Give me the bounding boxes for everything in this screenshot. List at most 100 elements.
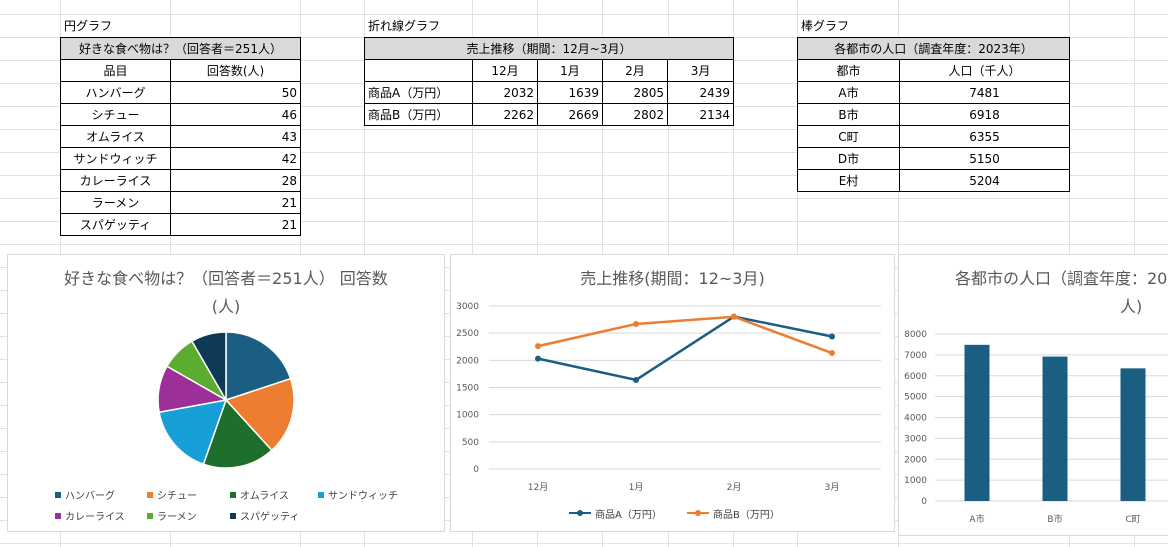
legend-swatch <box>318 492 324 498</box>
population-value-cell[interactable]: 5204 <box>898 169 1071 192</box>
food-item-cell[interactable]: スパゲッティ <box>60 213 171 236</box>
food-table-row: カレーライス 28 <box>60 169 301 192</box>
line-point[interactable] <box>829 350 835 357</box>
line-y-tick: 2500 <box>456 329 479 339</box>
population-value-cell[interactable]: 7481 <box>898 81 1071 104</box>
food-item-cell[interactable]: シチュー <box>60 103 171 126</box>
bar-chart-title: 各都市の人口（調査年度：2023年） 人) <box>919 265 1168 321</box>
food-item-cell[interactable]: ハンバーグ <box>60 81 171 104</box>
line-point[interactable] <box>829 333 835 340</box>
sales-table-corner[interactable] <box>364 59 473 82</box>
sales-month-header[interactable]: 2月 <box>602 59 668 82</box>
food-item-cell[interactable]: オムライス <box>60 125 171 148</box>
line-point[interactable] <box>633 376 639 383</box>
sales-table-title[interactable]: 売上推移（期間：12月~3月） <box>363 37 735 60</box>
pie-legend-label: シチュー <box>157 491 197 502</box>
legend-swatch <box>230 513 236 519</box>
line-plot: 0 500 1000 1500 2000 2500 3000 12月 1月 2月 3月 <box>456 302 881 493</box>
sales-month-header[interactable]: 12月 <box>472 59 538 82</box>
pie-slice[interactable] <box>225 331 292 402</box>
sales-month-header[interactable]: 1月 <box>537 59 603 82</box>
bar[interactable] <box>964 344 990 501</box>
population-value-cell[interactable]: 6355 <box>898 125 1071 148</box>
pie-legend-item[interactable]: サンドウィッチ <box>318 487 398 502</box>
food-table-title[interactable]: 好きな食べ物は？（回答者＝251人） <box>60 37 301 60</box>
legend-swatch <box>55 513 61 519</box>
population-city-cell[interactable]: E村 <box>797 169 900 192</box>
population-table-row: C町 6355 <box>797 125 1071 148</box>
pie-slice[interactable] <box>224 377 295 452</box>
food-count-cell[interactable]: 42 <box>170 147 301 170</box>
pie-slice[interactable] <box>158 399 228 466</box>
legend-swatch <box>230 492 236 498</box>
sales-product-cell[interactable]: 商品A（万円） <box>364 81 473 104</box>
sales-month-header[interactable]: 3月 <box>666 59 735 82</box>
line-point[interactable] <box>535 355 541 362</box>
food-count-cell[interactable]: 21 <box>170 213 301 236</box>
bar-y-tick: 1000 <box>904 476 927 486</box>
pie-legend-item[interactable]: ラーメン <box>147 508 197 523</box>
pie-legend-label: カレーライス <box>65 512 125 523</box>
population-city-cell[interactable]: A市 <box>797 81 900 104</box>
pie-legend-item[interactable]: シチュー <box>147 487 197 502</box>
bar[interactable] <box>1120 368 1146 501</box>
bar-x-tick: B市 <box>1047 513 1062 525</box>
food-count-cell[interactable]: 21 <box>170 191 301 214</box>
population-city-cell[interactable]: B市 <box>797 103 900 126</box>
food-count-cell[interactable]: 43 <box>170 125 301 148</box>
line-point[interactable] <box>731 313 737 320</box>
pie-slice[interactable] <box>190 331 227 403</box>
food-item-cell[interactable]: ラーメン <box>60 191 171 214</box>
sales-value-cell[interactable]: 2262 <box>472 103 538 126</box>
line-series-b[interactable] <box>537 315 833 355</box>
sales-value-cell[interactable]: 2134 <box>666 103 735 126</box>
bar-chart[interactable]: 各都市の人口（調査年度：2023年） 人) 0 1000 2000 3000 4000 5… <box>898 254 1168 536</box>
line-legend-item[interactable]: 商品B（万円） <box>687 506 780 521</box>
legend-swatch <box>55 492 61 498</box>
food-count-cell[interactable]: 46 <box>170 103 301 126</box>
population-table-header-pop[interactable]: 人口（千人） <box>898 59 1071 82</box>
line-point[interactable] <box>535 343 541 350</box>
population-value-cell[interactable]: 5150 <box>898 147 1071 170</box>
food-table: 好きな食べ物は？（回答者＝251人） 品目 回答数(人) ハンバーグ 50 シチュー… <box>60 37 301 236</box>
sales-value-cell[interactable]: 2669 <box>537 103 603 126</box>
pie-section-label: 円グラフ <box>64 19 113 33</box>
line-legend-item[interactable]: 商品A（万円） <box>569 506 662 521</box>
pie-chart[interactable]: 好きな食べ物は？（回答者＝251人） 回答数 (人) ハンバーグ シチュー オムライ… <box>7 254 445 532</box>
line-point[interactable] <box>633 320 639 327</box>
pie-legend-item[interactable]: スパゲッティ <box>230 508 299 523</box>
food-item-cell[interactable]: カレーライス <box>60 169 171 192</box>
legend-line-marker <box>569 510 591 516</box>
legend-swatch <box>147 513 153 519</box>
sales-value-cell[interactable]: 2032 <box>472 81 538 104</box>
food-count-cell[interactable]: 50 <box>170 81 301 104</box>
sales-value-cell[interactable]: 2805 <box>602 81 668 104</box>
population-city-cell[interactable]: D市 <box>797 147 900 170</box>
sales-value-cell[interactable]: 2802 <box>602 103 668 126</box>
line-chart[interactable]: 売上推移(期間：12~3月) 0 500 1000 1500 2000 2500 3000 1… <box>450 254 895 532</box>
pie-chart-title: 好きな食べ物は？（回答者＝251人） 回答数 (人) <box>8 265 444 321</box>
line-legend: 商品A（万円） 商品B（万円） <box>451 255 894 531</box>
line-series-a[interactable] <box>537 315 833 382</box>
population-table-row: A市 7481 <box>797 81 1071 104</box>
sales-table: 売上推移（期間：12月~3月） 12月 1月 2月 3月 商品A（万円） 2032 163… <box>363 37 735 126</box>
population-table-title[interactable]: 各都市の人口（調査年度：2023年） <box>796 37 1071 60</box>
food-count-cell[interactable]: 28 <box>170 169 301 192</box>
bar[interactable] <box>1042 356 1068 501</box>
pie-legend-item[interactable]: ハンバーグ <box>55 487 115 502</box>
pie-legend-item[interactable]: オムライス <box>230 487 289 502</box>
food-table-header-item[interactable]: 品目 <box>60 59 171 82</box>
line-y-tick: 1000 <box>456 411 479 421</box>
sales-product-cell[interactable]: 商品B（万円） <box>364 103 473 126</box>
sales-value-cell[interactable]: 1639 <box>537 81 603 104</box>
population-table-header-city[interactable]: 都市 <box>797 59 900 82</box>
pie-legend-label: オムライス <box>240 491 289 502</box>
pie-legend-item[interactable]: カレーライス <box>55 508 125 523</box>
food-item-cell[interactable]: サンドウィッチ <box>60 147 171 170</box>
legend-dot <box>695 510 701 516</box>
population-city-cell[interactable]: C町 <box>797 125 900 148</box>
sales-value-cell[interactable]: 2439 <box>666 81 735 104</box>
food-table-header-count[interactable]: 回答数(人) <box>170 59 301 82</box>
line-legend-label: 商品B（万円） <box>713 510 780 521</box>
population-value-cell[interactable]: 6918 <box>898 103 1071 126</box>
